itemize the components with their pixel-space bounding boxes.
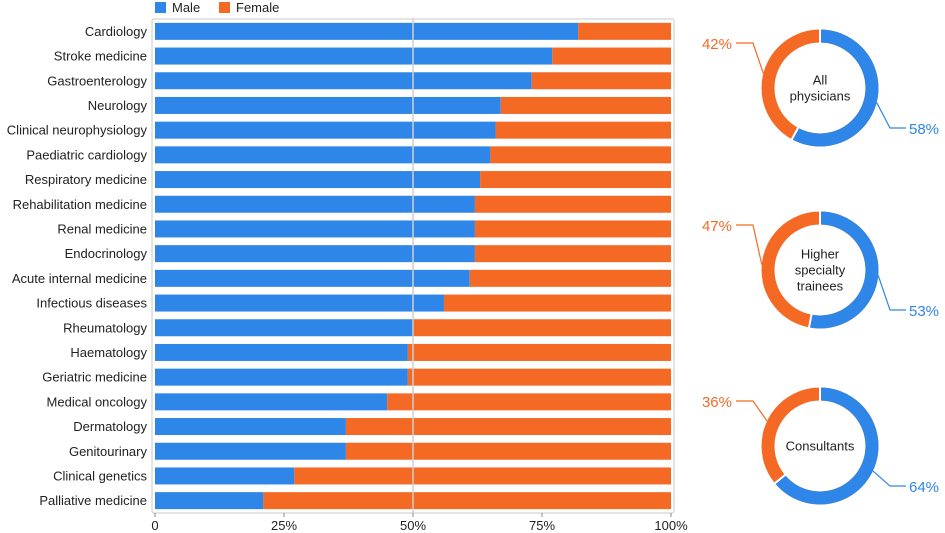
category-label: Stroke medicine xyxy=(54,49,147,64)
bar-female-geriatric-medicine xyxy=(407,368,671,386)
bar-female-cardiology xyxy=(578,22,671,40)
donut-center-label: Consultants xyxy=(786,439,855,454)
bar-female-clinical-genetics xyxy=(294,467,671,485)
bar-male-geriatric-medicine xyxy=(155,368,408,386)
category-label: Medical oncology xyxy=(47,394,148,409)
x-tick-label: 75% xyxy=(529,518,555,533)
bar-male-respiratory-medicine xyxy=(155,171,481,189)
bar-male-rheumatology xyxy=(155,319,413,337)
female-callout-line xyxy=(736,224,763,265)
bar-male-acute-internal-medicine xyxy=(155,269,470,287)
category-label: Haematology xyxy=(70,345,147,360)
bar-female-paediatric-cardiology xyxy=(490,146,671,164)
bar-female-gastroenterology xyxy=(531,72,671,90)
legend-female-swatch xyxy=(219,2,230,13)
donut-center-label: physicians xyxy=(790,89,851,104)
bar-female-acute-internal-medicine xyxy=(469,269,671,287)
female-percent-label: 42% xyxy=(702,36,732,53)
bar-male-dermatology xyxy=(155,418,346,436)
category-label: Clinical genetics xyxy=(53,468,147,483)
category-label: Geriatric medicine xyxy=(42,370,147,385)
bar-male-rehabilitation-medicine xyxy=(155,195,475,213)
donut-center-label: specialty xyxy=(795,263,846,278)
bar-female-genitourinary xyxy=(345,442,671,460)
bar-male-clinical-neurophysiology xyxy=(155,121,496,139)
bar-female-renal-medicine xyxy=(474,220,671,238)
bar-female-clinical-neurophysiology xyxy=(495,121,671,139)
bar-male-stroke-medicine xyxy=(155,47,553,65)
female-callout-line xyxy=(736,42,764,74)
bar-male-infectious-diseases xyxy=(155,294,444,312)
male-callout-line xyxy=(877,275,906,311)
category-label: Endocrinology xyxy=(65,246,148,261)
category-label: Rheumatology xyxy=(63,320,147,335)
female-percent-label: 36% xyxy=(702,394,732,411)
category-label: Dermatology xyxy=(73,419,147,434)
category-label: Genitourinary xyxy=(69,444,148,459)
bar-male-paediatric-cardiology xyxy=(155,146,491,164)
female-percent-label: 47% xyxy=(702,218,732,235)
donut-center-label: Higher xyxy=(801,247,840,262)
category-label: Cardiology xyxy=(85,24,148,39)
legend-male-label: Male xyxy=(172,0,200,15)
x-tick-label: 50% xyxy=(400,518,426,533)
legend-female-label: Female xyxy=(236,0,279,15)
bar-male-clinical-genetics xyxy=(155,467,295,485)
bar-male-cardiology xyxy=(155,22,579,40)
bar-male-palliative-medicine xyxy=(155,492,264,510)
donut-separator xyxy=(807,313,813,329)
male-percent-label: 53% xyxy=(909,303,939,320)
bar-female-haematology xyxy=(407,343,671,361)
bar-male-medical-oncology xyxy=(155,393,388,411)
bar-female-infectious-diseases xyxy=(443,294,671,312)
category-label: Clinical neurophysiology xyxy=(7,123,148,138)
bar-female-palliative-medicine xyxy=(263,492,671,510)
male-percent-label: 58% xyxy=(909,121,939,138)
category-label: Neurology xyxy=(88,98,148,113)
x-tick-label: 100% xyxy=(654,518,688,533)
bar-male-haematology xyxy=(155,343,408,361)
male-callout-line xyxy=(876,102,906,129)
bar-female-neurology xyxy=(500,96,671,114)
category-label: Infectious diseases xyxy=(36,296,147,311)
bar-female-respiratory-medicine xyxy=(480,171,671,189)
legend: Male Female xyxy=(155,0,279,15)
legend-male-swatch xyxy=(155,2,166,13)
category-label: Respiratory medicine xyxy=(25,172,147,187)
male-percent-label: 64% xyxy=(909,479,939,496)
bar-female-rehabilitation-medicine xyxy=(474,195,671,213)
donut-separator xyxy=(790,126,800,141)
bar-female-dermatology xyxy=(345,418,671,436)
bar-male-neurology xyxy=(155,96,501,114)
bar-female-endocrinology xyxy=(474,245,671,263)
donut-center-label: All xyxy=(813,73,828,88)
bar-male-gastroenterology xyxy=(155,72,532,90)
category-label: Palliative medicine xyxy=(39,493,147,508)
bar-female-rheumatology xyxy=(413,319,671,337)
female-callout-line xyxy=(736,400,768,422)
category-label: Rehabilitation medicine xyxy=(13,197,147,212)
male-callout-line xyxy=(872,470,906,487)
x-tick-label: 0 xyxy=(151,518,158,533)
bar-male-renal-medicine xyxy=(155,220,475,238)
category-label: Gastroenterology xyxy=(47,73,147,88)
bar-male-genitourinary xyxy=(155,442,346,460)
x-tick-label: 25% xyxy=(271,518,297,533)
bar-female-medical-oncology xyxy=(387,393,671,411)
bar-male-endocrinology xyxy=(155,245,475,263)
bar-female-stroke-medicine xyxy=(552,47,671,65)
category-label: Paediatric cardiology xyxy=(26,147,147,162)
donut-separator xyxy=(773,473,787,485)
category-label: Acute internal medicine xyxy=(12,271,147,286)
stacked-bar-chart: Cardiology Stroke medicine Gastroenterolog… xyxy=(7,18,688,533)
donut-center-label: trainees xyxy=(797,279,844,294)
category-label: Renal medicine xyxy=(57,221,147,236)
